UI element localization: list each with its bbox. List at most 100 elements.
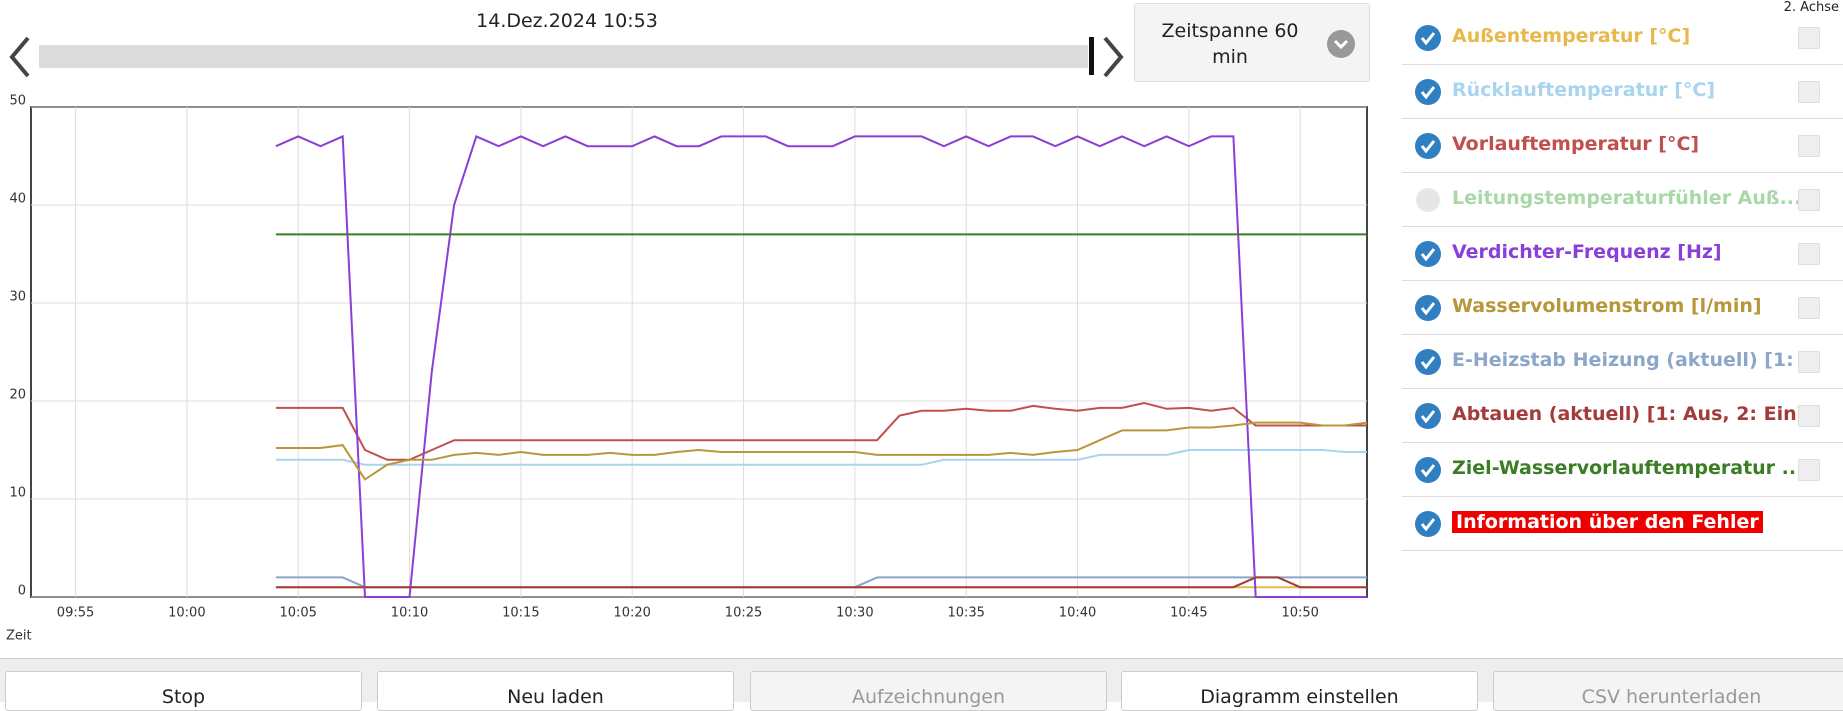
x-tick-label: 10:00 xyxy=(168,606,205,621)
check-circle xyxy=(1415,349,1441,375)
series-line xyxy=(275,576,1367,589)
check-circle xyxy=(1416,188,1440,212)
button[interactable]: Diagramm einstellen xyxy=(1121,671,1478,711)
check-mark xyxy=(1420,140,1436,154)
series-line xyxy=(275,421,1368,481)
legend-check[interactable] xyxy=(1415,25,1441,51)
button[interactable]: Neu laden xyxy=(377,671,734,711)
second-axis-checkbox[interactable] xyxy=(1798,351,1820,373)
x-tick-label: 10:05 xyxy=(279,606,316,621)
second-axis-header: 2. Achse xyxy=(1783,0,1839,15)
timespan-label: Zeitspanne 60 min xyxy=(1161,20,1299,68)
check-circle xyxy=(1415,295,1441,321)
second-axis-checkbox[interactable] xyxy=(1798,405,1820,427)
y-tick-label: 30 xyxy=(9,290,26,305)
second-axis-checkbox[interactable] xyxy=(1798,189,1820,211)
second-axis-checkbox[interactable] xyxy=(1798,459,1820,481)
x-tick-label: 10:20 xyxy=(613,606,650,621)
button-bar: Stop Neu laden Aufzeichnungen Diagramm eins… xyxy=(0,658,1843,711)
legend-item[interactable]: Verdichter-Frequenz [Hz] xyxy=(1402,227,1843,281)
legend-label: Wasservolumenstrom [l/min] xyxy=(1452,295,1762,317)
legend-check[interactable] xyxy=(1415,295,1441,321)
x-tick-label: 10:40 xyxy=(1059,606,1096,621)
prev-button[interactable] xyxy=(6,32,36,82)
x-tick-label: 10:25 xyxy=(725,606,762,621)
legend: Außentemperatur [°C] Rücklauftemperatur [… xyxy=(1402,11,1843,551)
check-circle xyxy=(1415,241,1441,267)
legend-label: Abtauen (aktuell) [1: Aus, 2: Ein] xyxy=(1452,403,1806,425)
legend-check[interactable] xyxy=(1415,187,1441,213)
dropdown-icon xyxy=(1327,30,1355,58)
next-button[interactable] xyxy=(1097,32,1127,82)
time-slider[interactable] xyxy=(39,45,1088,68)
check-mark xyxy=(1420,464,1436,478)
series-line xyxy=(275,134,1367,598)
x-tick-label: 10:50 xyxy=(1281,606,1318,621)
y-tick-label: 0 xyxy=(18,584,26,599)
legend-item[interactable]: Abtauen (aktuell) [1: Aus, 2: Ein] xyxy=(1402,389,1843,443)
button[interactable]: Stop xyxy=(5,671,362,711)
y-tick-label: 10 xyxy=(9,486,26,501)
x-tick-label: 10:10 xyxy=(391,606,428,621)
legend-item[interactable]: Rücklauftemperatur [°C] xyxy=(1402,65,1843,119)
check-circle xyxy=(1415,511,1441,537)
legend-check[interactable] xyxy=(1415,241,1441,267)
x-tick-label: 10:30 xyxy=(836,606,873,621)
legend-label: Information über den Fehler xyxy=(1452,511,1763,533)
y-tick-label: 40 xyxy=(9,192,26,207)
legend-label: E-Heizstab Heizung (aktuell) [1: ... xyxy=(1452,349,1823,371)
legend-item[interactable]: Ziel-Wasservorlauftemperatur ... xyxy=(1402,443,1843,497)
x-tick-label: 10:35 xyxy=(947,606,984,621)
legend-item[interactable]: Wasservolumenstrom [l/min] xyxy=(1402,281,1843,335)
legend-label: Vorlauftemperatur [°C] xyxy=(1452,133,1700,155)
legend-item[interactable]: E-Heizstab Heizung (aktuell) [1: ... xyxy=(1402,335,1843,389)
check-mark xyxy=(1420,302,1436,316)
button: CSV herunterladen xyxy=(1493,671,1843,711)
legend-check[interactable] xyxy=(1415,79,1441,105)
legend-item[interactable]: Außentemperatur [°C] xyxy=(1402,11,1843,65)
second-axis-checkbox[interactable] xyxy=(1798,297,1820,319)
check-circle xyxy=(1415,25,1441,51)
series-line xyxy=(275,449,1367,466)
button: Aufzeichnungen xyxy=(750,671,1107,711)
legend-item[interactable]: Leitungstemperaturfühler Auß... xyxy=(1402,173,1843,227)
series-line xyxy=(275,576,1367,589)
second-axis-checkbox[interactable] xyxy=(1798,243,1820,265)
y-tick-label: 20 xyxy=(9,388,26,403)
check-circle xyxy=(1415,133,1441,159)
x-axis-label: Zeit xyxy=(6,629,32,644)
legend-check[interactable] xyxy=(1415,403,1441,429)
check-mark xyxy=(1420,32,1436,46)
x-tick-label: 10:15 xyxy=(502,606,539,621)
legend-check[interactable] xyxy=(1415,457,1441,483)
plot-frame xyxy=(30,106,1368,598)
timespan-select[interactable]: Zeitspanne 60 min xyxy=(1134,3,1370,82)
slider-thumb[interactable] xyxy=(1089,37,1094,75)
check-mark xyxy=(1420,86,1436,100)
second-axis-checkbox[interactable] xyxy=(1798,81,1820,103)
legend-label: Leitungstemperaturfühler Auß... xyxy=(1452,187,1802,209)
check-circle xyxy=(1415,79,1441,105)
check-circle xyxy=(1415,457,1441,483)
check-mark xyxy=(1420,356,1436,370)
check-mark xyxy=(1420,410,1436,424)
series-line xyxy=(275,401,1367,461)
legend-label: Rücklauftemperatur [°C] xyxy=(1452,79,1716,101)
legend-item[interactable]: Information über den Fehler xyxy=(1402,497,1843,551)
legend-label: Außentemperatur [°C] xyxy=(1452,25,1691,47)
second-axis-checkbox[interactable] xyxy=(1798,135,1820,157)
legend-item[interactable]: Vorlauftemperatur [°C] xyxy=(1402,119,1843,173)
legend-check[interactable] xyxy=(1415,349,1441,375)
y-tick-label: 50 xyxy=(9,94,26,109)
chart: Zeit 0 10 20 30 40 50 09:55 10:00 10:05 10:10 10:1… xyxy=(6,94,1368,644)
check-circle xyxy=(1415,403,1441,429)
check-mark xyxy=(1420,518,1436,532)
x-tick-label: 10:45 xyxy=(1170,606,1207,621)
check-mark xyxy=(1420,248,1436,262)
x-tick-label: 09:55 xyxy=(57,606,94,621)
legend-check[interactable] xyxy=(1415,133,1441,159)
legend-check[interactable] xyxy=(1415,511,1441,537)
legend-label: Ziel-Wasservorlauftemperatur ... xyxy=(1452,457,1804,479)
second-axis-checkbox[interactable] xyxy=(1798,27,1820,49)
